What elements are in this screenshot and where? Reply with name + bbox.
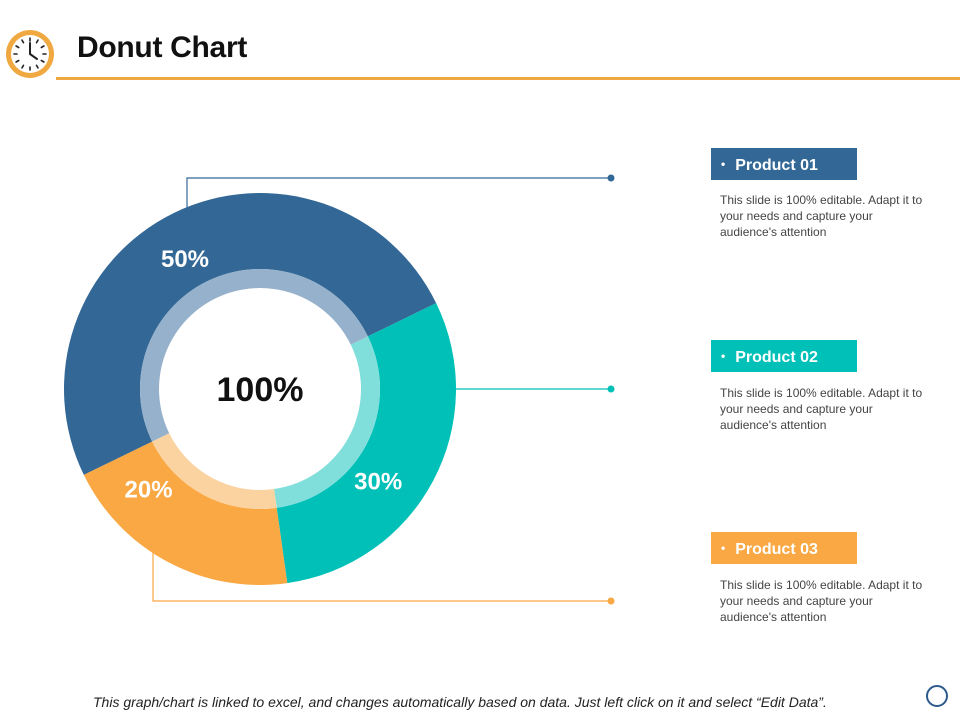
page-title: Donut Chart: [77, 31, 248, 64]
donut-slice-product-02: [276, 303, 457, 584]
donut-slice-product-02-inner-ring: [274, 336, 380, 508]
connector-dot-1: [607, 174, 615, 182]
legend-label-text: Product 03: [735, 541, 818, 558]
connector-dot-2: [607, 385, 615, 393]
legend-label-product-01: • Product 01: [711, 148, 857, 180]
value-label-3: 20%: [125, 476, 173, 503]
value-label-2: 30%: [354, 468, 402, 495]
legend-description-product-01: This slide is 100% editable. Adapt it to…: [720, 193, 923, 239]
footnote: This graph/chart is linked to excel, and…: [93, 694, 827, 710]
center-total-label: 100%: [217, 371, 304, 409]
connector-line-3: [152, 552, 611, 602]
legend-label-text: Product 01: [735, 157, 818, 174]
circle-icon: [926, 685, 948, 707]
connector-line-1: [186, 177, 611, 210]
legend-description-product-02: This slide is 100% editable. Adapt it to…: [720, 386, 923, 432]
donut-slice-product-03: [83, 441, 288, 585]
legend-label-text: Product 02: [735, 349, 818, 366]
value-label-1: 50%: [161, 246, 209, 273]
legend-label-product-03: • Product 03: [711, 532, 857, 564]
title-underline: [56, 77, 960, 80]
donut-slice-product-03-inner-ring: [152, 433, 277, 509]
legend-description-product-03: This slide is 100% editable. Adapt it to…: [720, 578, 923, 624]
donut-slice-product-01: [64, 192, 437, 475]
connector-dot-3: [607, 597, 615, 605]
clock-icon: [6, 30, 54, 78]
legend-label-product-02: • Product 02: [711, 340, 857, 372]
donut-slice-product-01-inner-ring: [140, 269, 368, 442]
